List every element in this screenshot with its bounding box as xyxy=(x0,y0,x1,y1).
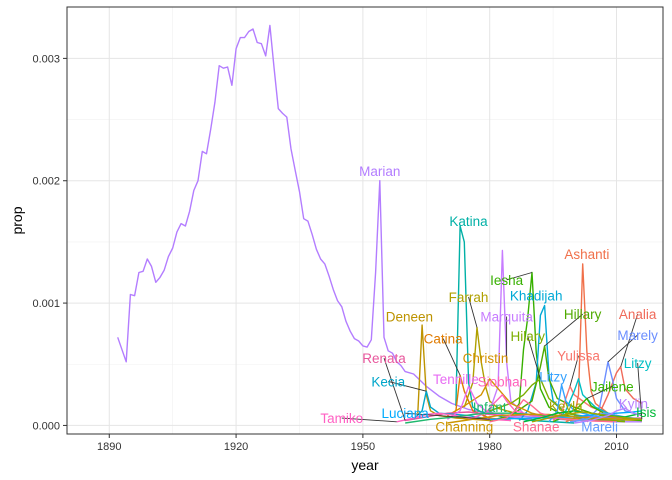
plot-border xyxy=(66,6,664,435)
series-label: Luciana xyxy=(382,406,430,421)
y-axis-title: prop xyxy=(9,206,25,234)
grid-lines xyxy=(67,7,663,434)
series-label: Litzy xyxy=(539,369,567,384)
series-line xyxy=(574,407,643,424)
series-label: Isis xyxy=(636,405,657,420)
label-connector xyxy=(388,380,427,392)
plot-panel xyxy=(67,7,663,434)
label-connector xyxy=(637,363,643,420)
series-label: Yulissa xyxy=(557,349,600,364)
series-label: Farrah xyxy=(449,290,489,305)
y-tick-label: 0.000 xyxy=(32,420,60,432)
series-line xyxy=(531,411,642,423)
y-tick-label: 0.002 xyxy=(32,176,60,188)
label-connector xyxy=(527,335,541,380)
x-tick-label: 2010 xyxy=(604,441,628,453)
series-label: Marian xyxy=(359,164,400,179)
x-tick-label: 1980 xyxy=(477,441,501,453)
label-connector xyxy=(468,296,478,328)
series-label: Tamiko xyxy=(320,411,363,426)
series-label: Shanae xyxy=(513,420,560,435)
series-label: Iesha xyxy=(490,273,524,288)
series-line xyxy=(489,345,642,422)
series-label: Tennille xyxy=(433,372,479,387)
label-connector xyxy=(405,412,490,420)
series-label: Hilary xyxy=(510,329,545,344)
y-axis-ticks: 0.000 0.001 0.002 0.003 xyxy=(32,53,67,432)
y-tick-label: 0.001 xyxy=(32,298,60,310)
label-connector xyxy=(506,272,533,281)
series-label: Channing xyxy=(435,420,493,435)
x-tick-label: 1920 xyxy=(224,441,248,453)
series-label: Deneen xyxy=(386,310,433,325)
series-label: Marely xyxy=(617,328,658,343)
series-label: Katina xyxy=(449,214,488,229)
label-connector xyxy=(586,385,613,399)
label-connector xyxy=(442,338,461,376)
x-tick-label: 1950 xyxy=(351,441,375,453)
series-label: Siobhan xyxy=(478,374,528,389)
series-label: Litzy xyxy=(624,356,652,371)
series-label: Kylin xyxy=(619,396,648,411)
series-label: Ashanti xyxy=(564,247,609,262)
label-connector xyxy=(341,417,397,423)
series-label: Catina xyxy=(424,332,464,347)
series-label: Kecia xyxy=(371,374,405,389)
label-connector xyxy=(620,313,639,367)
series-line xyxy=(447,413,642,424)
label-connector xyxy=(607,334,638,363)
series-label: Analia xyxy=(619,307,657,322)
x-tick-label: 1890 xyxy=(97,441,121,453)
y-tick-label: 0.003 xyxy=(32,53,60,65)
panel-fill xyxy=(67,7,663,434)
series-label: Keyla xyxy=(549,399,583,414)
x-axis-ticks: 1890 1920 1950 1980 2010 xyxy=(97,434,629,453)
series-label: Infant xyxy=(473,400,507,415)
series-line xyxy=(489,399,617,423)
series-label: Jailene xyxy=(591,379,634,394)
label-connector xyxy=(383,357,406,421)
label-connector xyxy=(569,355,579,387)
series-label: Khadijah xyxy=(510,289,563,304)
series-label: Christin xyxy=(463,351,509,366)
series-label: Mareli xyxy=(581,420,618,435)
series-line xyxy=(447,385,533,420)
series-label: Hillary xyxy=(564,307,602,322)
series-label: Renata xyxy=(362,351,406,366)
label-connector xyxy=(544,313,583,347)
series-label: Marquita xyxy=(480,310,533,325)
series-line xyxy=(117,24,642,423)
x-axis-title: year xyxy=(351,457,379,473)
